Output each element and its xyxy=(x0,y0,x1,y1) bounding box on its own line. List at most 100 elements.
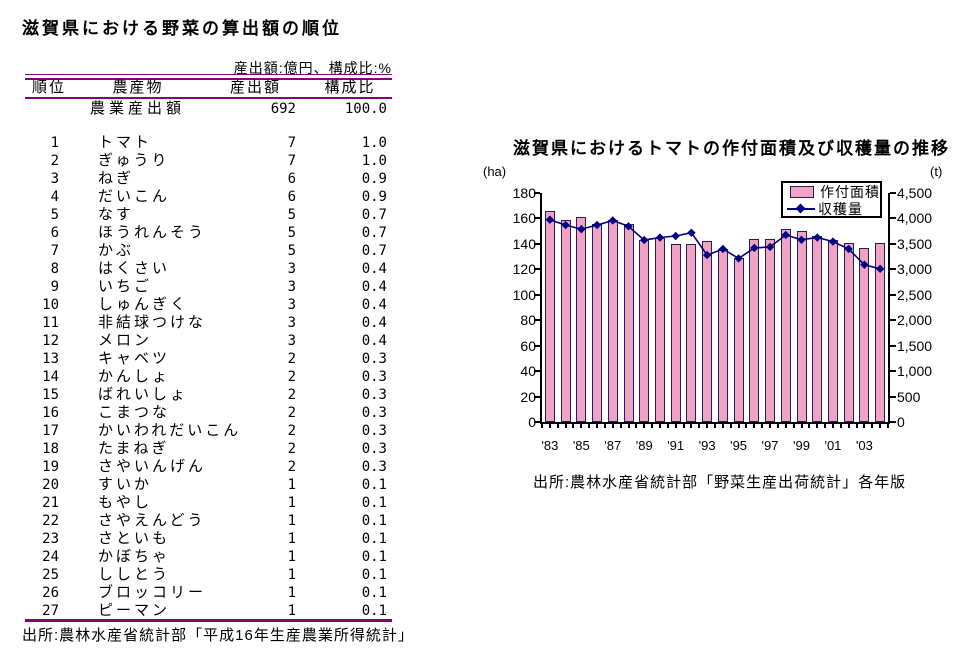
x-axis-tick xyxy=(879,424,882,428)
table-cell: 2 xyxy=(50,153,59,169)
left-axis-tick xyxy=(534,293,540,296)
x-axis-tick xyxy=(887,424,889,428)
table-row: 26 ブロッコリー 1 0.1 xyxy=(25,584,392,602)
table-cell: 0.9 xyxy=(361,189,387,205)
table-cell: 0.3 xyxy=(361,351,387,367)
table-row: 16 こまつな 2 0.3 xyxy=(25,404,392,422)
table-cell: 7 xyxy=(287,135,296,151)
right-axis-label: 3,500 xyxy=(897,235,933,252)
x-axis-label: '03 xyxy=(855,438,873,453)
harvest-marker xyxy=(545,215,555,224)
left-axis-tick xyxy=(534,268,540,271)
table-cell: もやし xyxy=(98,494,153,511)
x-axis-tick xyxy=(808,424,811,428)
table-cell: 0.7 xyxy=(361,207,387,223)
table-cell: 2 xyxy=(287,369,296,385)
table-cell: さやえんどう xyxy=(98,512,206,529)
table-cell: 0.3 xyxy=(361,405,387,421)
table-cell: 1 xyxy=(287,567,296,583)
right-axis-tick xyxy=(890,217,896,220)
table-row: 7 かぶ 5 0.7 xyxy=(25,242,392,260)
table-cell: 4 xyxy=(50,189,59,205)
table-cell: 3 xyxy=(287,261,296,277)
table-cell: 6 xyxy=(287,171,296,187)
harvest-marker xyxy=(671,231,680,241)
right-axis-tick xyxy=(890,319,896,322)
x-axis-tick xyxy=(698,424,701,428)
right-axis-tick xyxy=(890,421,896,423)
table-cell: 2 xyxy=(287,459,296,475)
x-axis-tick xyxy=(611,424,614,428)
table-row: 15 ばれいしょ 2 0.3 xyxy=(25,386,392,404)
harvest-marker xyxy=(813,233,822,242)
table-cell: かぶ xyxy=(98,242,135,259)
x-axis-tick xyxy=(706,424,709,428)
table-cell: ぎゅうり xyxy=(98,152,170,169)
x-axis-tick xyxy=(674,424,677,428)
table-cell: 3 xyxy=(287,333,296,349)
table-cell: 9 xyxy=(50,279,59,295)
harvest-marker xyxy=(624,222,633,231)
x-axis-tick xyxy=(839,424,842,428)
bar-planted-area xyxy=(576,217,587,422)
right-axis-label: 4,000 xyxy=(897,210,933,227)
table-cell: 0.4 xyxy=(361,297,387,313)
table-cell: 26 xyxy=(42,585,59,601)
x-axis-tick xyxy=(635,424,638,428)
table-cell: 0.3 xyxy=(361,387,387,403)
right-axis-label: 1,500 xyxy=(897,337,933,354)
x-axis-tick xyxy=(871,424,874,428)
left-axis-tick xyxy=(534,370,540,373)
table-source: 出所:農林水産省統計部「平成16年生産農業所得統計」 xyxy=(22,627,414,644)
table-row: 27 ピーマン 1 0.1 xyxy=(25,602,392,620)
table-row: 13 キャベツ 2 0.3 xyxy=(25,350,392,368)
table-cell: 19 xyxy=(42,459,59,475)
legend-bar-label: 作付面積 xyxy=(820,184,880,200)
col-header-product: 農産物 xyxy=(112,79,164,96)
bar-planted-area xyxy=(780,228,791,422)
x-axis-tick xyxy=(572,424,575,428)
x-axis-tick xyxy=(619,424,622,428)
left-axis-tick xyxy=(534,344,540,347)
table-cell: 0.7 xyxy=(361,225,387,241)
x-axis-tick xyxy=(816,424,819,428)
left-axis-label: 60 xyxy=(520,337,536,354)
table-cell: 0.4 xyxy=(361,261,387,277)
table-cell: 3 xyxy=(287,297,296,313)
right-axis-label: 2,000 xyxy=(897,312,933,329)
bar-planted-area xyxy=(670,243,681,422)
table-title: 滋賀県における野菜の算出額の順位 xyxy=(22,19,342,38)
x-axis-tick xyxy=(784,424,787,428)
table-row: 23 さといも 1 0.1 xyxy=(25,530,392,548)
table-row: 3 ねぎ 6 0.9 xyxy=(25,170,392,188)
table-row: 2 ぎゅうり 7 1.0 xyxy=(25,152,392,170)
table-cell: 0.9 xyxy=(361,171,387,187)
table-cell: ししとう xyxy=(98,566,171,583)
table-cell: 7 xyxy=(287,153,296,169)
table-cell: 3 xyxy=(50,171,59,187)
x-axis-tick xyxy=(831,424,834,428)
table-cell: 1 xyxy=(287,477,296,493)
right-axis-tick xyxy=(890,370,896,373)
bar-planted-area xyxy=(843,242,854,422)
bar-planted-area xyxy=(686,243,697,422)
table-row: 10 しゅんぎく 3 0.4 xyxy=(25,296,392,314)
table-cell: はくさい xyxy=(98,260,171,277)
right-axis-tick xyxy=(890,192,896,194)
table-cell: 1 xyxy=(50,135,59,151)
table-row: 8 はくさい 3 0.4 xyxy=(25,260,392,278)
table-row: 1 トマト 7 1.0 xyxy=(25,134,392,152)
table-cell: 2 xyxy=(287,441,296,457)
harvest-marker xyxy=(577,224,586,234)
chart-legend: 作付面積 収穫量 xyxy=(781,181,882,218)
x-axis-tick xyxy=(690,424,693,428)
table-cell: 18 xyxy=(42,441,59,457)
x-axis-label: '85 xyxy=(572,438,590,453)
table-cell: 6 xyxy=(50,225,59,241)
table-cell: ねぎ xyxy=(98,170,135,187)
x-axis-tick xyxy=(596,424,599,428)
x-axis-tick xyxy=(745,424,748,428)
right-axis-tick xyxy=(890,293,896,296)
table-cell: 12 xyxy=(42,333,59,349)
table-cell: だいこん xyxy=(98,188,171,205)
